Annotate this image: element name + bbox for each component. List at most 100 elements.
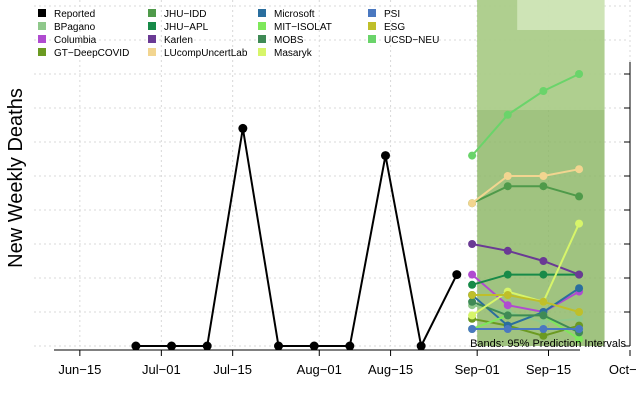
x-tick-label: Jul−15 — [213, 362, 252, 377]
legend-item: Microsoft — [258, 9, 315, 20]
x-tick-label: Jul−01 — [142, 362, 181, 377]
series-point — [539, 87, 548, 95]
legend-label: MOBS — [274, 35, 304, 46]
reported-point — [309, 341, 319, 351]
series-line — [471, 185, 580, 205]
prediction-band-top — [517, 0, 605, 30]
reported-point — [131, 341, 141, 351]
legend-item: Masaryk — [258, 48, 313, 59]
legend-label: MIT−ISOLAT — [274, 22, 332, 33]
series-point — [575, 325, 584, 333]
legend-swatch — [368, 35, 376, 43]
axis-layer: Jun−15 Jul−01 Jul−15 Aug−01 Aug−15 Sep−01 Sep−… — [54, 62, 636, 377]
series-point — [575, 192, 584, 201]
series-lucompuncertlab — [468, 165, 584, 208]
legend-label: Microsoft — [274, 9, 315, 20]
series-point — [539, 325, 548, 333]
reported-point — [452, 270, 462, 280]
series-point — [468, 280, 477, 289]
legend-item: JHU−APL — [148, 22, 209, 33]
series-line — [471, 243, 580, 276]
legend-swatch — [148, 22, 156, 30]
legend-swatch — [258, 9, 266, 17]
series-point — [503, 291, 512, 299]
series-line — [471, 287, 580, 327]
legend: Reported BPagano Columbia GT−DeepCOVID JHU−I… — [38, 9, 439, 59]
series-line — [471, 273, 580, 314]
series-point — [539, 311, 548, 320]
legend-label: LUcompUncertLab — [164, 48, 248, 59]
reported-point — [274, 341, 284, 351]
reported-point — [416, 341, 426, 351]
series-point — [575, 314, 584, 323]
series-line — [471, 168, 580, 204]
legend-item: JHU−IDD — [148, 9, 207, 20]
legend-label: Reported — [54, 9, 95, 20]
series-line — [471, 300, 580, 334]
legend-swatch — [38, 48, 46, 56]
series-point — [468, 270, 477, 279]
reported-point — [345, 341, 355, 351]
legend-item: Reported — [38, 9, 95, 20]
series-line — [471, 273, 580, 286]
legend-swatch — [148, 48, 156, 56]
legend-item: GT−DeepCOVID — [38, 48, 129, 59]
legend-label: Columbia — [54, 35, 97, 46]
legend-label: JHU−IDD — [164, 9, 207, 20]
series-point — [575, 270, 584, 279]
series-point — [575, 308, 584, 316]
series-point — [575, 284, 584, 293]
legend-item: Karlen — [148, 35, 193, 46]
series-point — [503, 325, 512, 333]
legend-item: UCSD−NEU — [368, 35, 439, 46]
legend-label: Masaryk — [274, 48, 313, 59]
series-point — [468, 199, 477, 208]
series-mobs — [468, 297, 584, 337]
series-point — [539, 331, 548, 340]
series-point — [539, 182, 548, 191]
series-point — [575, 335, 584, 344]
series-point — [503, 172, 512, 180]
series-point — [468, 311, 477, 320]
series-point — [503, 311, 512, 320]
legend-item: MOBS — [258, 35, 304, 46]
reported-point — [202, 341, 212, 351]
series-point — [468, 297, 477, 306]
reported-line — [135, 128, 458, 350]
legend-label: ESG — [384, 22, 405, 33]
legend-swatch — [258, 22, 266, 30]
legend-swatch — [258, 35, 266, 43]
legend-item: BPagano — [38, 22, 96, 33]
legend-swatch — [148, 9, 156, 17]
series-point — [575, 165, 584, 174]
series-point — [503, 301, 512, 310]
legend-swatch — [38, 9, 46, 17]
series-point — [539, 257, 548, 265]
series-psi — [468, 325, 584, 333]
series-point — [503, 270, 512, 279]
series-point — [503, 110, 512, 119]
legend-item: ESG — [368, 22, 405, 33]
legend-swatch — [38, 22, 46, 30]
x-tick-label: Sep−01 — [455, 362, 500, 377]
legend-swatch — [368, 22, 376, 30]
band-note: Bands: 95% Prediction Intervals — [470, 338, 626, 350]
legend-label: Karlen — [164, 35, 193, 46]
legend-swatch — [258, 48, 266, 56]
legend-swatch — [368, 9, 376, 17]
series-point — [468, 291, 477, 299]
series-point — [539, 318, 548, 327]
legend-label: BPagano — [54, 22, 96, 33]
x-tick-label: Jun−15 — [58, 362, 101, 377]
series-line — [471, 223, 580, 317]
series-point — [503, 182, 512, 191]
legend-item: Columbia — [38, 35, 97, 46]
series-esg — [468, 291, 584, 316]
series-ucsd-neu — [468, 70, 584, 160]
series-point — [539, 270, 548, 279]
series-point — [539, 297, 548, 306]
series-point — [468, 325, 477, 333]
legend-label: UCSD−NEU — [384, 35, 439, 46]
reported-point — [380, 151, 390, 161]
